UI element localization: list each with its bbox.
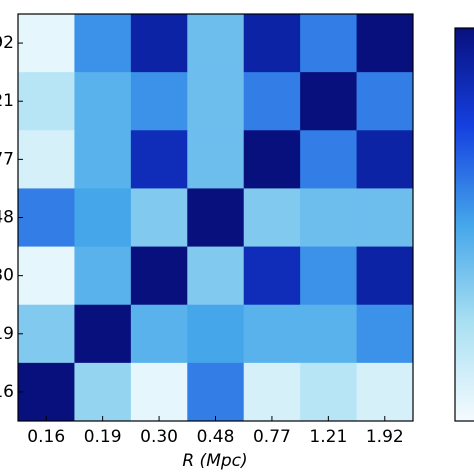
heatmap-cell: [356, 130, 414, 189]
x-tick-label: 1.21: [309, 427, 347, 447]
heatmap-cell: [300, 246, 358, 306]
heatmap-cell: [356, 362, 414, 422]
heatmap-cell: [130, 130, 188, 189]
heatmap-cell: [18, 362, 75, 422]
heatmap-cell: [187, 304, 245, 364]
heatmap-cell: [18, 72, 75, 131]
heatmap-cell: [74, 246, 132, 306]
heatmap-cell: [74, 72, 132, 131]
heatmap-cell: [300, 362, 358, 422]
x-tick-label: 0.16: [27, 427, 65, 447]
heatmap-cell: [300, 304, 358, 364]
x-tick-label: 0.30: [140, 427, 178, 447]
colorbar: [454, 27, 474, 422]
heatmap-cell: [18, 304, 75, 364]
y-tick-label: 0.30: [0, 266, 14, 286]
heatmap-cell: [18, 246, 75, 306]
heatmap-cell: [356, 246, 414, 306]
heatmap-cell: [130, 304, 188, 364]
heatmap-cell: [74, 362, 132, 422]
heatmap-cell: [130, 188, 188, 248]
heatmap-cell: [243, 188, 301, 248]
heatmap-cell: [300, 72, 358, 131]
heatmap-cell: [187, 130, 245, 189]
heatmap-cell: [130, 72, 188, 131]
y-tick-label: 1.21: [0, 91, 14, 111]
heatmap-cell: [18, 130, 75, 189]
heatmap-cell: [356, 72, 414, 131]
heatmap-cell: [187, 72, 245, 131]
heatmap-cell: [130, 246, 188, 306]
heatmap-cell: [300, 188, 358, 248]
heatmap-cell: [130, 362, 188, 422]
heatmap-cell: [243, 304, 301, 364]
heatmap-cell: [300, 14, 358, 73]
heatmap-cell: [356, 14, 414, 73]
heatmap-cell: [74, 304, 132, 364]
heatmap-cell: [187, 362, 245, 422]
heatmap-cell: [187, 246, 245, 306]
heatmap-cell: [243, 362, 301, 422]
y-tick-label: 0.16: [0, 382, 14, 402]
x-axis-label: R (Mpc): [182, 451, 247, 471]
heatmap-cell: [130, 14, 188, 73]
x-tick-label: 0.19: [84, 427, 122, 447]
x-tick-label: 0.48: [197, 427, 235, 447]
heatmap-cell: [243, 246, 301, 306]
y-tick-label: 0.48: [0, 208, 14, 228]
y-tick-label: 1.92: [0, 33, 14, 53]
heatmap-cell: [74, 14, 132, 73]
heatmap-cell: [74, 188, 132, 248]
heatmap-cell: [187, 188, 245, 248]
heatmap-cell: [74, 130, 132, 189]
heatmap-cell: [243, 14, 301, 73]
heatmap-cell: [356, 304, 414, 364]
heatmap-cell: [300, 130, 358, 189]
heatmap-cell: [18, 14, 75, 73]
x-tick-label: 0.77: [253, 427, 291, 447]
y-tick-label: 0.19: [0, 324, 14, 344]
x-tick-label: 1.92: [366, 427, 404, 447]
heatmap-cell: [18, 188, 75, 248]
y-tick-label: 0.77: [0, 149, 14, 169]
heatmap-cell: [187, 14, 245, 73]
heatmap-cell: [243, 72, 301, 131]
heatmap-cell: [356, 188, 414, 248]
heatmap-cell: [243, 130, 301, 189]
